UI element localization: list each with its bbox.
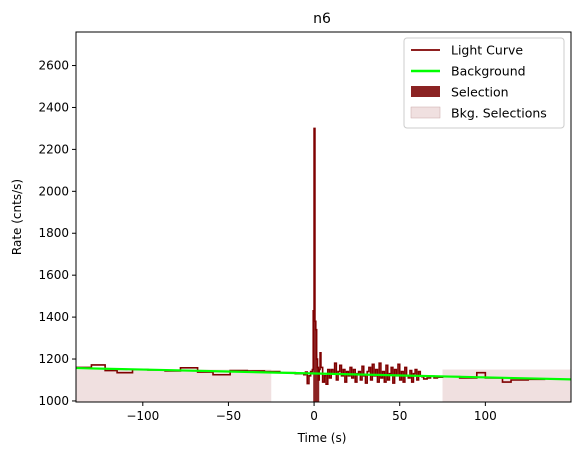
light-curve-layer — [76, 127, 546, 385]
y-tick-label: 2000 — [38, 184, 69, 198]
bkg-selection-layer — [76, 369, 571, 402]
light-curve-series — [76, 127, 546, 385]
x-axis: −100 −50 0 50 100 — [126, 402, 497, 423]
x-tick-label: 0 — [310, 409, 318, 423]
x-axis-label: Time (s) — [297, 431, 347, 445]
plot-frame — [75, 31, 572, 403]
y-tick-label: 2600 — [38, 59, 69, 73]
x-tick-label: −100 — [126, 409, 159, 423]
background-fit-line — [76, 366, 571, 381]
legend-label-2: Selection — [451, 85, 509, 100]
legend-label-0: Light Curve — [451, 43, 523, 58]
legend-swatch-2 — [411, 86, 440, 97]
y-tick-label: 1000 — [38, 394, 69, 408]
legend-swatch-3 — [410, 106, 441, 119]
y-tick-label: 2400 — [38, 100, 69, 114]
x-tick-label: 100 — [474, 409, 497, 423]
legend: Light Curve Background Selection Bkg. Selec… — [403, 37, 565, 129]
y-tick-label: 1800 — [38, 226, 69, 240]
bkg-selection-1 — [442, 369, 571, 402]
background-fit-layer — [76, 366, 571, 381]
x-tick-label: 50 — [392, 409, 407, 423]
y-tick-label: 1600 — [38, 268, 69, 282]
legend-label-1: Background — [451, 64, 526, 79]
y-tick-label: 1400 — [38, 310, 69, 324]
bkg-selection-0 — [76, 369, 272, 402]
y-axis-label: Rate (cnts/s) — [10, 179, 24, 255]
y-tick-label: 2200 — [38, 142, 69, 156]
legend-box — [403, 37, 565, 129]
y-axis: 1000 1200 1400 1600 1800 2000 2200 2400 2600 — [38, 59, 76, 408]
x-tick-label: −50 — [216, 409, 241, 423]
legend-label-3: Bkg. Selections — [451, 106, 547, 121]
chart-title: n6 — [313, 11, 331, 27]
y-tick-label: 1200 — [38, 352, 69, 366]
